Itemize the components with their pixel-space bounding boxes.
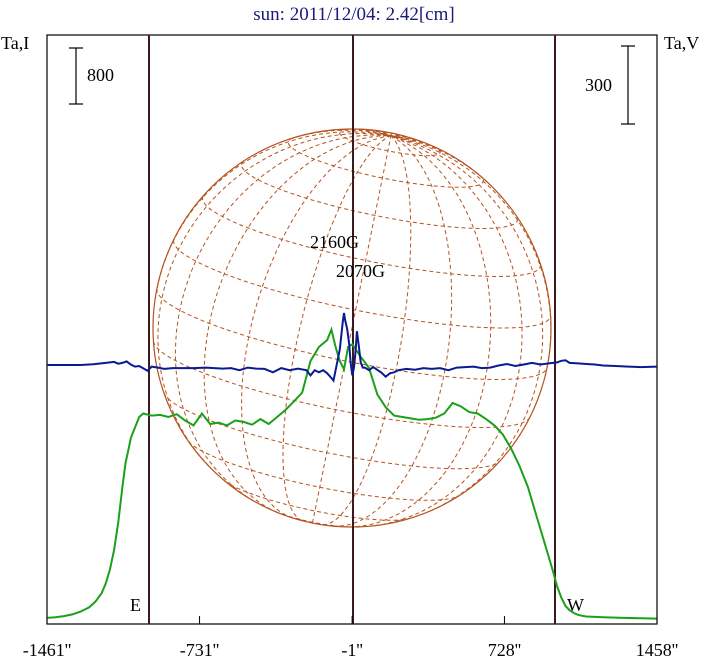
- left-scale-bar: [69, 47, 83, 105]
- solar-grid-line: [374, 135, 523, 527]
- solar-grid-line: [157, 132, 392, 467]
- solar-grid-line: [390, 135, 407, 138]
- solar-grid-line: [390, 135, 552, 368]
- left-axis-label: Ta,I: [1, 33, 29, 53]
- solar-grid-line: [224, 480, 411, 521]
- chart-title: sun: 2011/12/04: 2.42[cm]: [253, 4, 454, 25]
- solar-grid-line: [203, 135, 391, 513]
- annotation-2160g: 2160G: [310, 232, 359, 252]
- solar-grid-line: [348, 135, 492, 528]
- solar-grid-line: [390, 133, 392, 136]
- solar-grid-line: [241, 135, 392, 519]
- solar-grid-line: [362, 128, 392, 137]
- solar-grid-line: [152, 341, 531, 428]
- solar-grid-line: [174, 134, 392, 502]
- right-axis-label: Ta,V: [664, 33, 699, 53]
- solar-grid-line: [390, 135, 544, 512]
- x-tick-label: -1'': [341, 640, 362, 660]
- solar-grid-line: [282, 135, 392, 521]
- solar-grid-line: [173, 240, 551, 329]
- solar-disk-grid: [152, 128, 552, 528]
- x-tick-label: -731'': [180, 640, 219, 660]
- solar-grid-line: [332, 135, 453, 527]
- solar-grid-line: [390, 134, 400, 137]
- right-scale-bar-label: 300: [585, 75, 612, 95]
- solar-grid-line: [375, 130, 392, 137]
- annotation-2070g: 2070G: [336, 261, 385, 281]
- solar-grid-line: [390, 135, 443, 152]
- solar-grid-line: [282, 129, 392, 142]
- west-limb-marker: W: [567, 595, 584, 615]
- solar-grid-line: [390, 135, 420, 142]
- right-scale-bar: [621, 45, 635, 125]
- east-limb-marker: E: [130, 595, 141, 615]
- intensity-series-line: [46, 326, 658, 620]
- solar-grid-line: [312, 135, 392, 523]
- solar-grid-line: [390, 135, 489, 184]
- solar-grid-line: [287, 137, 484, 188]
- x-tick-label: -1461'': [23, 640, 71, 660]
- solar-grid-line: [322, 135, 412, 526]
- solar-grid-line: [156, 131, 392, 289]
- x-tick-label: 728'': [488, 640, 522, 660]
- x-tick-label: 1458'': [636, 640, 679, 660]
- left-scale-bar-label: 800: [87, 65, 114, 85]
- solar-grid-line: [241, 160, 518, 229]
- x-axis-ticks: -1461'' -731'' -1'' 728'' 1458'': [23, 616, 678, 660]
- polarization-series-line: [47, 312, 658, 383]
